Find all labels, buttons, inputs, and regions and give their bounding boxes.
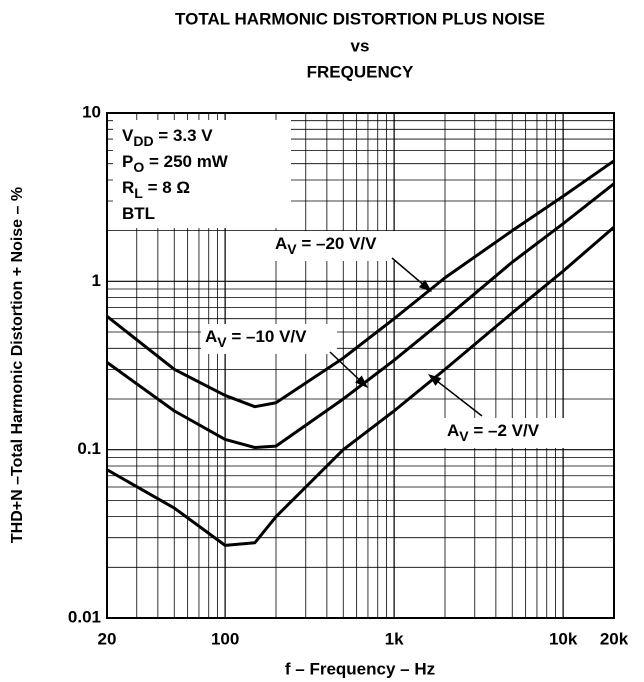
y-tick-label: 0.01: [68, 607, 101, 626]
label-part: = 250 mW: [144, 152, 229, 171]
annotation-arrow: [391, 257, 427, 288]
chart-title: FREQUENCY: [307, 62, 414, 81]
x-axis-label: f – Frequency – Hz: [285, 659, 435, 678]
chart-title: TOTAL HARMONIC DISTORTION PLUS NOISE: [175, 9, 545, 28]
label-part: = –10 V/V: [227, 327, 308, 346]
conditions-box: [113, 120, 291, 228]
label-part: BTL: [122, 204, 155, 223]
subscript: L: [134, 185, 143, 201]
label-part: = 8 Ω: [143, 178, 190, 197]
y-tick-label: 1: [92, 271, 101, 290]
x-tick-label: 100: [211, 629, 239, 648]
label-part: = 3.3 V: [154, 126, 214, 145]
x-tick-label: 20: [98, 629, 117, 648]
annotation-arrow: [329, 351, 363, 384]
series-annotation: AV = –2 V/V: [447, 421, 540, 443]
series-line: [106, 159, 615, 409]
plot-border: [106, 112, 615, 619]
condition: VDD = 3.3 V: [122, 126, 213, 148]
x-tick-label: 20k: [600, 629, 629, 648]
condition: BTL: [122, 204, 155, 223]
series-annotation: AV = –10 V/V: [205, 327, 307, 349]
series-annotation: AV = –20 V/V: [275, 234, 377, 256]
subscript: V: [459, 428, 469, 444]
condition: RL = 8 Ω: [122, 178, 190, 200]
arrow-head: [355, 375, 368, 388]
subscript: V: [217, 334, 227, 350]
annotation-arrow: [433, 378, 483, 417]
label-part: P: [122, 152, 133, 171]
annotation-bg: [443, 418, 579, 448]
x-tick-label: 1k: [385, 629, 404, 648]
label-part: A: [275, 234, 287, 253]
label-part: V: [122, 126, 134, 145]
x-tick-label: 10k: [549, 629, 578, 648]
y-tick-label: 10: [82, 102, 101, 121]
arrow-head: [418, 279, 432, 292]
label-part: = –2 V/V: [469, 421, 540, 440]
label-part: R: [122, 178, 134, 197]
label-part: = –20 V/V: [297, 234, 378, 253]
series-line: [106, 182, 615, 450]
label-part: A: [205, 327, 217, 346]
chart-title: vs: [351, 36, 370, 55]
label-part: A: [447, 421, 459, 440]
arrow-head: [428, 374, 442, 386]
y-tick-label: 0.1: [77, 439, 101, 458]
annotation-bg: [201, 324, 337, 354]
subscript: DD: [133, 133, 153, 149]
annotation-bg: [271, 231, 407, 261]
subscript: V: [287, 241, 297, 257]
series-line: [106, 225, 615, 547]
condition: PO = 250 mW: [122, 152, 229, 174]
y-axis-label: THD+N –Total Harmonic Distortion + Noise…: [9, 187, 26, 543]
subscript: O: [133, 159, 144, 175]
